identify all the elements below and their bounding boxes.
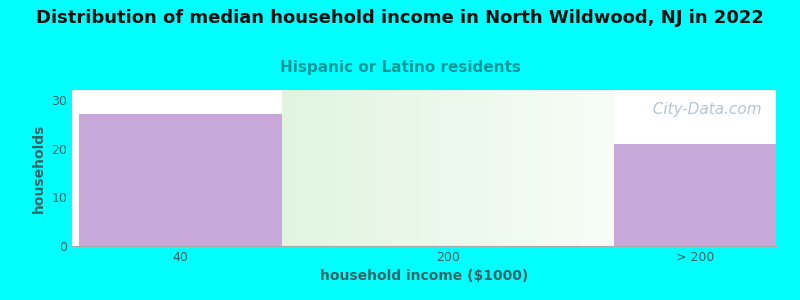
Text: City-Data.com: City-Data.com [643,103,762,118]
Text: Hispanic or Latino residents: Hispanic or Latino residents [279,60,521,75]
Bar [614,144,776,246]
Y-axis label: households: households [32,123,46,213]
X-axis label: household income ($1000): household income ($1000) [320,269,528,284]
Text: Distribution of median household income in North Wildwood, NJ in 2022: Distribution of median household income … [36,9,764,27]
Bar [78,114,282,246]
